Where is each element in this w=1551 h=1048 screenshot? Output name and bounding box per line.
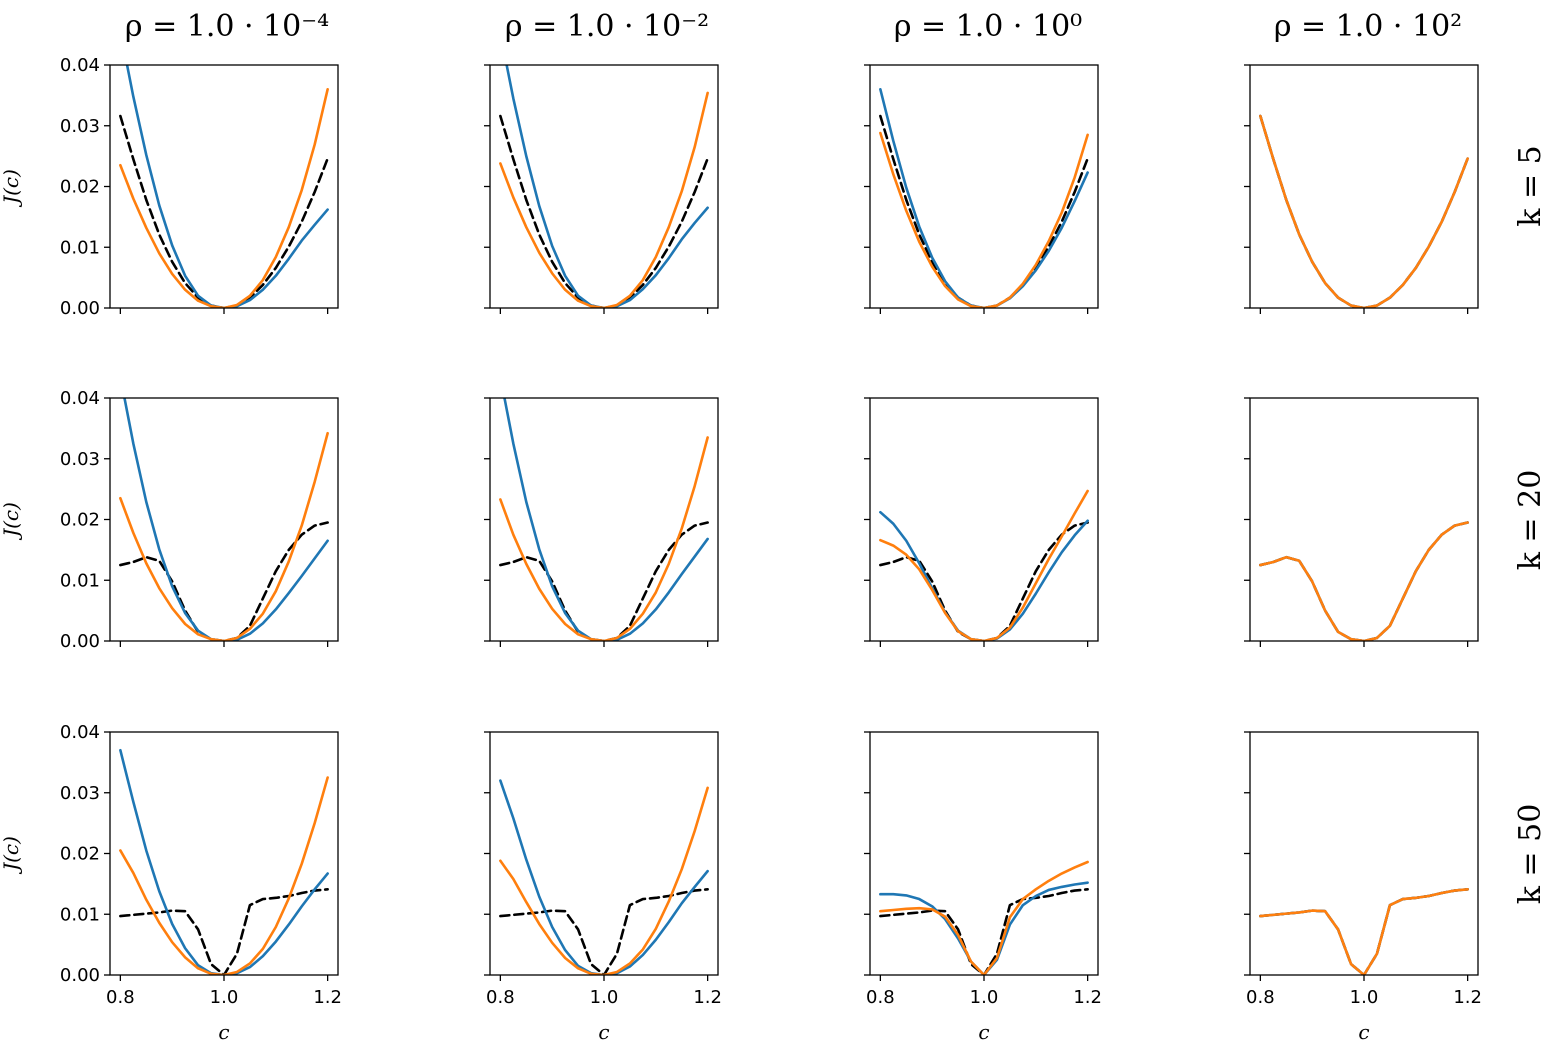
panel-r1-c2 [864, 397, 1099, 647]
x-tick-label: 1.0 [210, 987, 239, 1008]
x-tick-label: 1.0 [1350, 987, 1379, 1008]
x-tick-label: 1.2 [1453, 987, 1482, 1008]
y-tick-label: 0.00 [60, 298, 100, 319]
y-tick-label: 0.01 [60, 237, 100, 258]
series-blue-line [879, 510, 1089, 641]
x-tick-label: 1.0 [590, 987, 619, 1008]
series-orange-line [1259, 521, 1469, 641]
series-orange-line [119, 431, 329, 641]
x-axis-label: c [218, 1020, 229, 1044]
y-tick-label: 0.04 [60, 55, 100, 76]
series-orange-line [499, 436, 709, 641]
series-blue-line [123, 398, 329, 641]
axes-frame [869, 731, 1099, 976]
x-tick-label: 0.8 [1246, 987, 1275, 1008]
panel-r1-c3 [1244, 397, 1479, 647]
column-title-0: ρ = 1.0 · 10⁻⁴ [125, 9, 329, 44]
row-title-1: k = 20 [1513, 470, 1548, 571]
y-tick-label: 0.02 [60, 844, 100, 865]
series-blue-line [1259, 888, 1469, 975]
series-black-dashed-line [119, 888, 329, 975]
row-title-2: k = 50 [1513, 804, 1548, 905]
series-black-dashed-line [499, 888, 709, 975]
series-blue-line [505, 65, 709, 308]
series-black-dashed-line [119, 114, 329, 308]
y-axis-label: J(c) [0, 169, 23, 208]
panel-r1-c0: 0.00 0.01 0.02 0.03 0.04 J(c) [0, 388, 339, 652]
y-tick-label: 0.03 [60, 449, 100, 470]
series-blue-line [119, 748, 329, 975]
series-black-dashed-line [879, 114, 1089, 308]
series-black-dashed-line [1259, 888, 1469, 975]
x-tick-label: 0.8 [106, 987, 135, 1008]
panel-r2-c0: 0.8 1.0 1.2 0.00 0.01 0.02 0.03 0.04 c J(c) [0, 722, 342, 1044]
series-blue-line [879, 881, 1089, 975]
x-tick-label: 0.8 [486, 987, 515, 1008]
y-tick-label: 0.02 [60, 510, 100, 531]
x-tick-label: 1.2 [1073, 987, 1102, 1008]
row-title-0: k = 5 [1513, 145, 1548, 226]
x-axis-label: c [1358, 1020, 1369, 1044]
series-orange-line [119, 776, 329, 975]
y-axis-label: J(c) [0, 502, 23, 541]
series-blue-line [499, 779, 709, 975]
panel-r2-c2: 0.8 1.0 1.2 c [864, 731, 1102, 1044]
x-tick-label: 1.2 [693, 987, 722, 1008]
axes-frame [869, 397, 1099, 642]
series-orange-line [879, 489, 1089, 641]
panel-r0-c3 [1244, 64, 1479, 314]
y-tick-label: 0.01 [60, 904, 100, 925]
panel-r2-c3: 0.8 1.0 1.2 c [1244, 731, 1482, 1044]
y-tick-label: 0.02 [60, 177, 100, 198]
y-tick-label: 0.04 [60, 722, 100, 743]
series-orange-line [1259, 888, 1469, 975]
y-tick-label: 0.00 [60, 631, 100, 652]
x-tick-label: 1.2 [313, 987, 342, 1008]
series-black-dashed-line [119, 521, 329, 641]
y-tick-label: 0.04 [60, 388, 100, 409]
series-orange-line [499, 786, 709, 975]
x-axis-label: c [598, 1020, 609, 1044]
y-tick-label: 0.03 [60, 783, 100, 804]
series-blue-line [879, 88, 1089, 308]
series-black-dashed-line [879, 521, 1089, 641]
series-orange-line [1259, 114, 1469, 308]
series-black-dashed-line [879, 888, 1089, 975]
axes-frame [1249, 397, 1479, 642]
series-black-dashed-line [499, 521, 709, 641]
y-tick-label: 0.00 [60, 965, 100, 986]
panel-r0-c0: 0.00 0.01 0.02 0.03 0.04 J(c) [0, 55, 339, 319]
x-tick-label: 0.8 [866, 987, 895, 1008]
panel-r1-c1 [484, 397, 719, 647]
x-axis-label: c [978, 1020, 989, 1044]
y-tick-label: 0.01 [60, 570, 100, 591]
x-tick-label: 1.0 [970, 987, 999, 1008]
series-blue-line [125, 65, 329, 308]
panel-r0-c1 [484, 64, 719, 314]
panel-r2-c1: 0.8 1.0 1.2 c [484, 731, 722, 1044]
axes-frame [869, 64, 1099, 309]
axes-frame [1249, 731, 1479, 976]
series-orange-line [119, 88, 329, 308]
column-title-3: ρ = 1.0 · 10² [1274, 9, 1462, 44]
panels: 0.00 0.01 0.02 0.03 0.04 J(c) 0.00 0.01 0.02 0.03… [0, 55, 1482, 1044]
axes-frame [1249, 64, 1479, 309]
y-axis-label: J(c) [0, 836, 23, 875]
series-orange-line [499, 91, 709, 308]
column-title-2: ρ = 1.0 · 10⁰ [894, 9, 1082, 44]
series-orange-line [879, 860, 1089, 975]
panel-r0-c2 [864, 64, 1099, 314]
series-blue-line [503, 398, 709, 641]
column-title-1: ρ = 1.0 · 10⁻² [505, 9, 709, 44]
series-black-dashed-line [499, 114, 709, 308]
y-tick-label: 0.03 [60, 116, 100, 137]
series-orange-line [879, 131, 1089, 308]
